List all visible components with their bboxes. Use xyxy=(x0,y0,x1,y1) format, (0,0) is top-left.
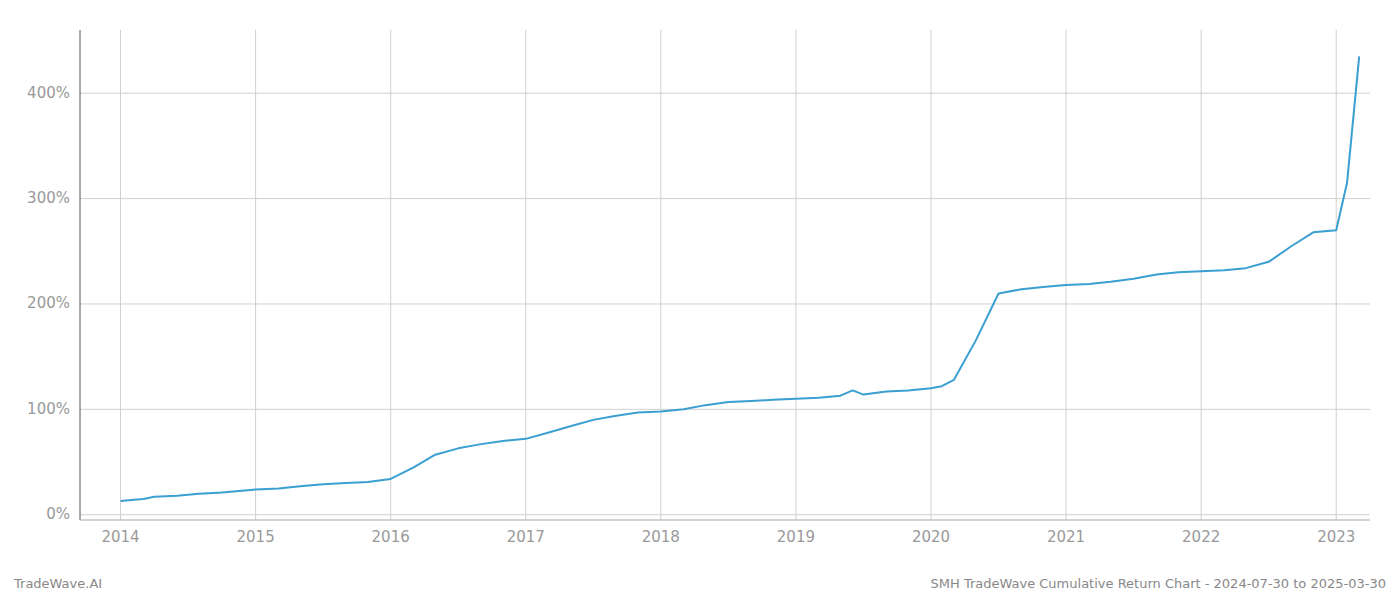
data-line xyxy=(121,56,1360,501)
plot-area xyxy=(121,56,1360,501)
y-grid-line xyxy=(80,198,1370,199)
x-tick-label: 2016 xyxy=(372,528,410,546)
y-grid-line xyxy=(80,514,1370,515)
y-tick-label: 200% xyxy=(27,294,70,312)
x-tick-label: 2019 xyxy=(777,528,815,546)
y-tick-label: 400% xyxy=(27,84,70,102)
axes: 0% 100% 200% 300% 400% 2014 2015 2016 2017 2018 20… xyxy=(27,30,1370,546)
page: {"chart_data": { "type": "line", "annota… xyxy=(0,0,1400,600)
grid xyxy=(80,30,1370,520)
x-tick-label: 2014 xyxy=(101,528,139,546)
x-grid-line xyxy=(390,30,391,520)
y-tick-label: 0% xyxy=(46,505,70,523)
y-tick-label: 100% xyxy=(27,400,70,418)
y-grid-line xyxy=(80,303,1370,304)
x-grid-line xyxy=(660,30,661,520)
x-tick-label: 2020 xyxy=(912,528,950,546)
chart: 0% 100% 200% 300% 400% 2014 2015 2016 2017 2018 20… xyxy=(0,0,1400,600)
x-grid-line xyxy=(1066,30,1067,520)
x-grid-line xyxy=(930,30,931,520)
x-tick-label: 2015 xyxy=(237,528,275,546)
y-tick-label: 300% xyxy=(27,189,70,207)
x-tick-label: 2023 xyxy=(1317,528,1355,546)
x-grid-line xyxy=(1201,30,1202,520)
footer-text: TradeWave.AI xyxy=(13,576,102,591)
x-tick-label: 2021 xyxy=(1047,528,1085,546)
x-grid-line xyxy=(525,30,526,520)
x-tick-label: 2022 xyxy=(1182,528,1220,546)
y-axis-line xyxy=(80,30,81,520)
footer-text: SMH TradeWave Cumulative Return Chart - … xyxy=(931,576,1386,591)
x-grid-line xyxy=(120,30,121,520)
x-grid-line xyxy=(1336,30,1337,520)
x-tick-label: 2017 xyxy=(507,528,545,546)
y-grid-line xyxy=(80,93,1370,94)
x-axis-line xyxy=(80,520,1370,521)
y-grid-line xyxy=(80,409,1370,410)
x-grid-line xyxy=(795,30,796,520)
x-grid-line xyxy=(255,30,256,520)
x-tick-label: 2018 xyxy=(642,528,680,546)
